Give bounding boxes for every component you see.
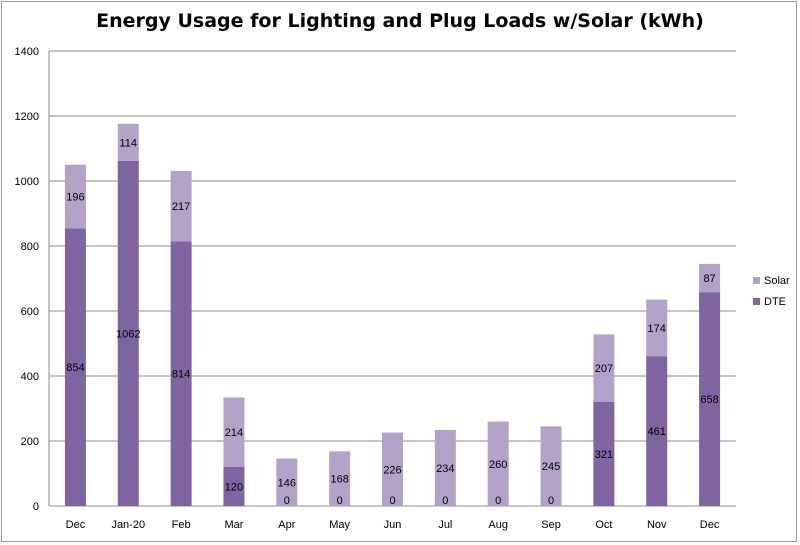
legend: Solar DTE: [753, 275, 790, 308]
bars: [64, 123, 721, 506]
data-label-dte-0: 854: [66, 362, 84, 374]
data-label-dte-9: 0: [548, 495, 554, 507]
bar-solar-1: [117, 123, 139, 161]
bar-dte-12: [699, 292, 721, 506]
x-tick-label: Aug: [488, 519, 508, 531]
bar-dte-11: [646, 356, 668, 506]
x-tick-label: Nov: [647, 519, 667, 531]
data-label-solar-2: 217: [172, 201, 190, 213]
y-tick-label: 200: [21, 436, 39, 448]
y-tick-label: 1400: [15, 46, 39, 58]
bar-dte-0: [64, 228, 86, 506]
x-tick-label: Jul: [438, 519, 452, 531]
chart-title: Energy Usage for Lighting and Plug Loads…: [96, 10, 704, 32]
data-label-solar-5: 168: [330, 474, 348, 486]
bar-dte-3: [223, 467, 245, 506]
data-label-solar-8: 260: [489, 459, 507, 471]
data-label-solar-4: 146: [278, 477, 296, 489]
data-label-dte-4: 0: [284, 495, 290, 507]
x-tick-label: Apr: [278, 519, 295, 531]
legend-swatch-solar: [753, 277, 760, 284]
legend-swatch-dte: [753, 298, 760, 305]
data-label-solar-0: 196: [66, 192, 84, 204]
data-label-solar-6: 226: [383, 464, 401, 476]
y-tick-label: 0: [33, 501, 39, 513]
data-label-solar-1: 114: [119, 137, 137, 149]
bar-solar-2: [170, 170, 192, 242]
bar-solar-9: [540, 426, 562, 506]
data-label-dte-12: 658: [700, 394, 718, 406]
data-label-dte-3: 120: [225, 482, 243, 494]
bar-solar-11: [646, 299, 668, 357]
data-label-solar-11: 174: [648, 323, 666, 335]
data-label-solar-7: 234: [436, 463, 454, 475]
legend-label-solar: Solar: [764, 275, 790, 287]
data-label-dte-7: 0: [442, 495, 448, 507]
y-tick-label: 1000: [15, 176, 39, 188]
x-tick-label: Mar: [224, 519, 243, 531]
x-tick-label: Jan-20: [111, 519, 145, 531]
bar-solar-7: [434, 429, 456, 506]
bar-solar-6: [382, 432, 403, 506]
x-tick-label: Dec: [66, 519, 86, 531]
gridlines: [48, 50, 736, 507]
data-label-solar-9: 245: [542, 461, 560, 473]
bar-dte-10: [593, 401, 615, 506]
bar-solar-0: [64, 164, 86, 229]
x-tick-label: Feb: [172, 519, 191, 531]
data-label-dte-11: 461: [648, 426, 666, 438]
bar-solar-5: [329, 451, 351, 506]
x-tick-label: Oct: [595, 519, 612, 531]
x-axis-ticks: Dec Jan-20 Feb Mar Apr May Jun Jul Aug Sep Oct Nov D…: [66, 519, 720, 531]
bar-solar-3: [223, 397, 245, 467]
data-label-dte-10: 321: [595, 449, 613, 461]
data-label-solar-10: 207: [595, 363, 613, 375]
y-tick-label: 400: [21, 371, 39, 383]
data-label-dte-1: 1062: [116, 328, 140, 340]
data-labels: 854 196 1062 114 814 217 120 214 0 146 0 168 0 226 0 23…: [66, 137, 719, 507]
bar-solar-12: [699, 263, 721, 293]
y-axis-ticks: 0 200 400 600 800 1000 1200 1400: [15, 46, 39, 513]
data-label-dte-6: 0: [389, 495, 395, 507]
x-tick-label: May: [329, 519, 350, 531]
bar-dte-2: [170, 241, 192, 506]
y-tick-label: 600: [21, 306, 39, 318]
x-tick-label: Dec: [700, 519, 720, 531]
data-label-dte-2: 814: [172, 369, 190, 381]
legend-label-dte: DTE: [764, 296, 786, 308]
x-tick-label: Sep: [541, 519, 561, 531]
y-tick-label: 1200: [15, 111, 39, 123]
y-tick-label: 800: [21, 241, 39, 253]
bar-solar-10: [593, 334, 615, 402]
bar-solar-8: [487, 421, 509, 506]
data-label-solar-3: 214: [225, 427, 243, 439]
x-tick-label: Jun: [384, 519, 402, 531]
bar-solar-4: [276, 458, 298, 506]
data-label-dte-8: 0: [495, 495, 501, 507]
data-label-solar-12: 87: [703, 273, 715, 285]
bar-dte-1: [117, 160, 139, 506]
data-label-dte-5: 0: [337, 495, 343, 507]
